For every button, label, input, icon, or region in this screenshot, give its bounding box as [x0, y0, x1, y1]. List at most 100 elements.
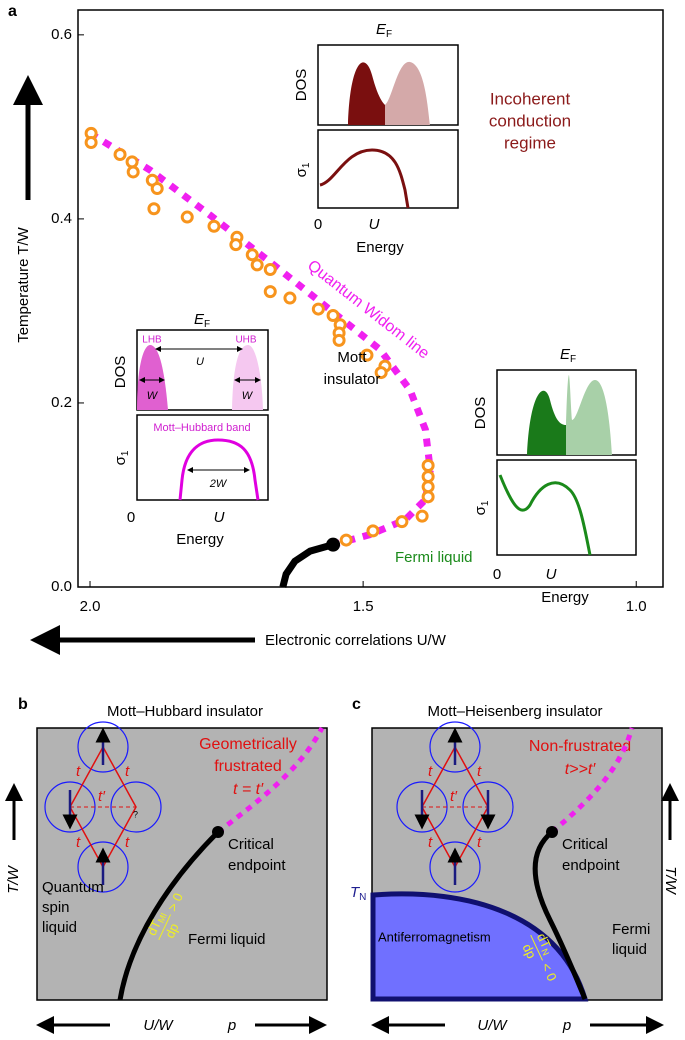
point — [180, 210, 194, 224]
sigma-label: σ1 — [293, 162, 312, 177]
tick-label: U — [214, 509, 225, 526]
sigma-sub: 1 — [120, 450, 131, 456]
dos-upper — [566, 375, 612, 455]
point — [263, 263, 277, 277]
axis-label: T/W — [662, 866, 679, 895]
inset-box — [136, 329, 269, 411]
spins — [62, 727, 111, 885]
critical-endpoint — [326, 537, 341, 552]
x-tick-label: 1.5 — [353, 598, 374, 615]
panel-title: Mott–Heisenberg insulator — [427, 703, 602, 720]
tick-label: 0 — [493, 566, 501, 583]
sigma: σ — [293, 167, 310, 177]
phase-label: spin — [42, 899, 70, 916]
w-label: W — [147, 390, 159, 402]
x-axis-label: Electronic correlations U/W — [265, 632, 447, 649]
axis-label: U/W — [143, 1017, 174, 1034]
ef-sub: F — [204, 319, 210, 330]
t-label: t — [477, 763, 482, 780]
point — [150, 182, 164, 196]
annotation: Fermi liquid — [395, 549, 473, 566]
plot-frame — [77, 9, 664, 588]
sigma-curve — [319, 148, 410, 209]
point — [263, 285, 277, 299]
phase-label: Fermi liquid — [188, 931, 266, 948]
phase-label: Quantum — [42, 879, 104, 896]
panel-b: b Mott–Hubbard insulator t t t t t′ ? Ge… — [5, 696, 328, 1034]
num: dT — [144, 918, 164, 938]
endpoint-label: endpoint — [228, 857, 286, 874]
ef: E — [194, 311, 205, 328]
sigma-curve — [498, 474, 592, 556]
point — [207, 219, 221, 233]
critical-endpoint — [212, 826, 224, 838]
point — [113, 147, 127, 161]
ef-label: EF — [194, 311, 210, 330]
phase-label: liquid — [612, 941, 647, 958]
phase-box — [36, 727, 328, 1001]
annotation-line: conduction — [489, 111, 571, 130]
dos-label: DOS — [293, 69, 310, 102]
fraction-bar — [530, 934, 543, 961]
critical-endpoint — [546, 826, 558, 838]
boundary-line — [279, 541, 335, 588]
slope-den: dp — [162, 921, 182, 940]
sub: MI — [156, 911, 169, 924]
point — [395, 515, 409, 529]
sigma-sub: 1 — [301, 162, 312, 168]
axis-label: T/W — [5, 864, 22, 893]
sigma-label: σ1 — [472, 500, 491, 515]
phase-label: liquid — [42, 919, 77, 936]
ef: E — [376, 21, 387, 38]
ef-sub: F — [570, 354, 576, 365]
t-label: t — [428, 834, 433, 851]
axis-label: p — [562, 1017, 571, 1034]
ef-label: EF — [560, 346, 576, 365]
point — [147, 202, 161, 216]
point — [326, 309, 340, 323]
point — [360, 348, 374, 362]
axis-label: Energy — [176, 531, 224, 548]
slope-label: dTN dp < 0 — [520, 931, 560, 984]
inset: EF LHB UHB U W W Mott–Hubbard band 2W DO… — [112, 311, 269, 548]
relation: t>>t′ — [565, 761, 597, 778]
tp-label: t′ — [450, 788, 458, 805]
boundary — [117, 830, 220, 1001]
boundary — [532, 830, 588, 1000]
tn: T — [350, 884, 361, 901]
y-tick-label: 0.4 — [51, 210, 72, 227]
regime: Geometrically — [199, 736, 297, 753]
lattice-sites — [396, 721, 514, 893]
phase-label: Antiferromagnetism — [378, 929, 491, 944]
panel-c: c Mott–Heisenberg insulator t t t t t′ N… — [350, 696, 679, 1034]
inset-box — [317, 129, 459, 209]
inset-box — [136, 414, 269, 501]
tp-label: t′ — [98, 788, 106, 805]
point — [229, 238, 243, 252]
phase-label: Fermi — [612, 921, 650, 938]
panel-title: Mott–Hubbard insulator — [107, 703, 263, 720]
tick-label: U — [546, 566, 557, 583]
dos-lower — [348, 62, 385, 125]
num: dT — [533, 931, 553, 951]
relation: t = t′ — [233, 781, 264, 798]
ef-label: EF — [376, 21, 392, 40]
ef-sub: F — [386, 29, 392, 40]
sigma-curve — [178, 438, 260, 501]
point — [366, 524, 380, 538]
point — [283, 291, 297, 305]
point — [125, 155, 139, 169]
point — [245, 248, 259, 262]
band-title: Mott–Hubbard band — [153, 422, 250, 434]
tn-label: TN — [350, 884, 366, 903]
endpoint-label: Critical — [228, 836, 274, 853]
t-label: t — [76, 834, 81, 851]
inset-box — [496, 459, 637, 556]
x-tick-label: 1.0 — [626, 598, 647, 615]
point — [415, 509, 429, 523]
slope-rel: < 0 — [538, 960, 559, 983]
y-tick-label: 0.0 — [51, 578, 72, 595]
dos-label: DOS — [112, 356, 129, 389]
widom-line — [550, 727, 635, 834]
band-label: UHB — [235, 335, 256, 346]
